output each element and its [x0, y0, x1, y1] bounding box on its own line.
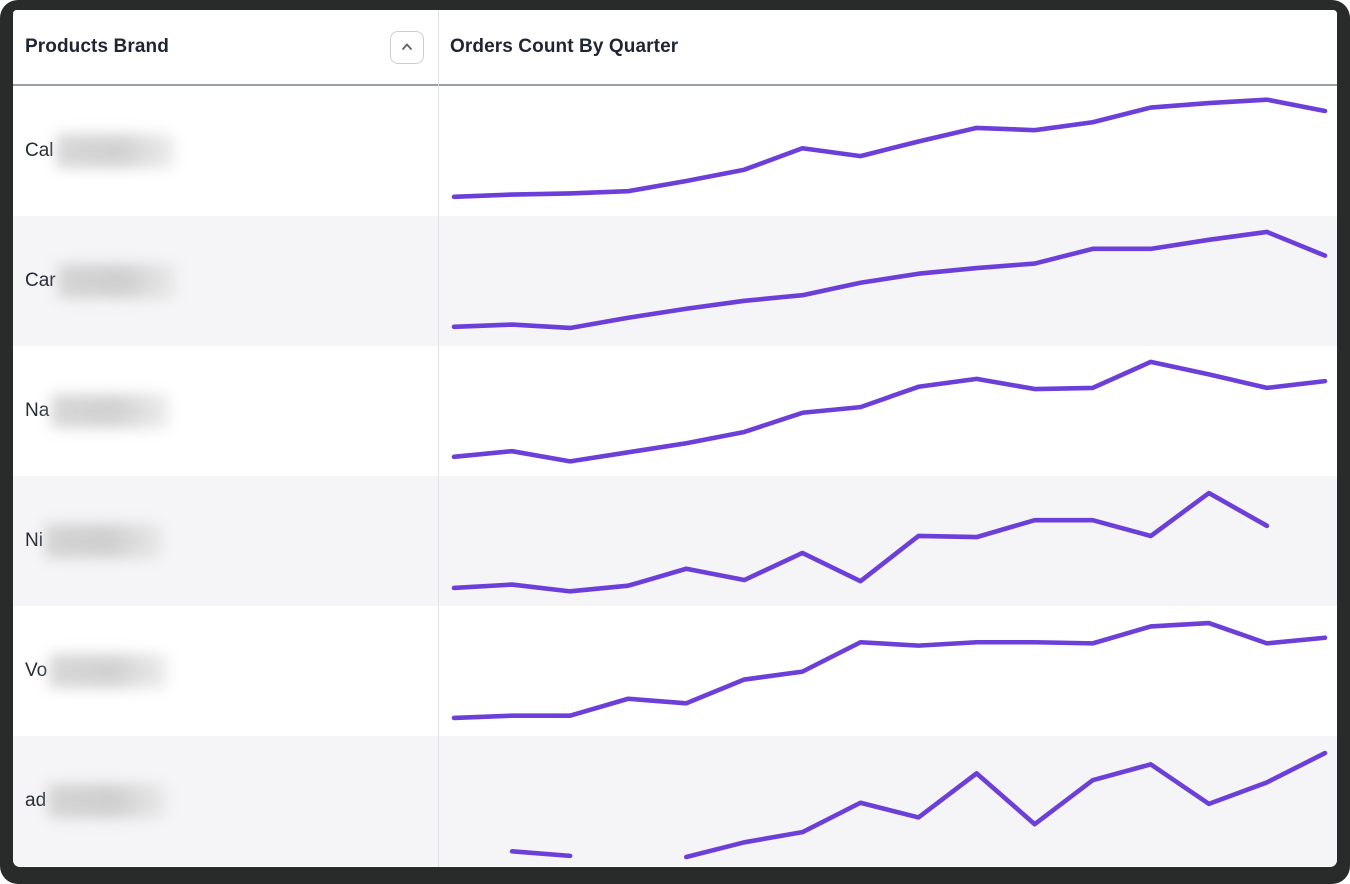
table-body: Cal Car Na Ni Vo	[13, 86, 1337, 866]
brand-cell: Car	[13, 216, 438, 346]
table-row: ad	[13, 736, 1337, 866]
redacted-brand-text	[55, 134, 174, 168]
sparkline-chart	[454, 354, 1325, 467]
brand-label: Car	[25, 270, 56, 291]
brand-cell: Vo	[13, 606, 438, 736]
redacted-brand-text	[48, 784, 167, 818]
redacted-brand-text	[51, 394, 170, 428]
brand-cell: Cal	[13, 86, 438, 216]
table-row: Ni	[13, 476, 1337, 606]
redacted-brand-text	[57, 264, 176, 298]
chart-cell	[438, 216, 1337, 346]
table-row: Na	[13, 346, 1337, 476]
brand-cell: Ni	[13, 476, 438, 606]
column-divider	[438, 10, 439, 867]
brand-label: Na	[25, 400, 50, 421]
chart-cell	[438, 736, 1337, 866]
brand-cell: Na	[13, 346, 438, 476]
sparkline-chart	[454, 94, 1325, 207]
table-row: Car	[13, 216, 1337, 346]
table-row: Vo	[13, 606, 1337, 736]
redacted-brand-text	[49, 654, 168, 688]
brand-label: Ni	[25, 530, 43, 551]
chart-cell	[438, 476, 1337, 606]
redacted-brand-text	[44, 524, 163, 558]
sparkline-chart	[454, 744, 1325, 857]
column-header-products-brand: Products Brand	[25, 36, 169, 57]
table-row: Cal	[13, 86, 1337, 216]
chevron-up-icon	[398, 38, 416, 56]
brand-label: Vo	[25, 660, 48, 681]
header-cell-orders-count: Orders Count By Quarter	[438, 10, 1337, 84]
table-visualization: Products Brand Orders Count By Quarter C…	[13, 10, 1337, 867]
header-cell-products-brand: Products Brand	[13, 10, 438, 84]
brand-label: Cal	[25, 140, 54, 161]
chart-cell	[438, 346, 1337, 476]
sparkline-chart	[454, 224, 1325, 337]
brand-cell: ad	[13, 736, 438, 866]
table-header: Products Brand Orders Count By Quarter	[13, 10, 1337, 86]
sparkline-chart	[454, 484, 1325, 597]
chart-cell	[438, 86, 1337, 216]
sort-button[interactable]	[390, 30, 424, 64]
column-header-orders-count: Orders Count By Quarter	[450, 36, 679, 57]
sparkline-chart	[454, 614, 1325, 727]
chart-cell	[438, 606, 1337, 736]
brand-label: ad	[25, 790, 47, 811]
